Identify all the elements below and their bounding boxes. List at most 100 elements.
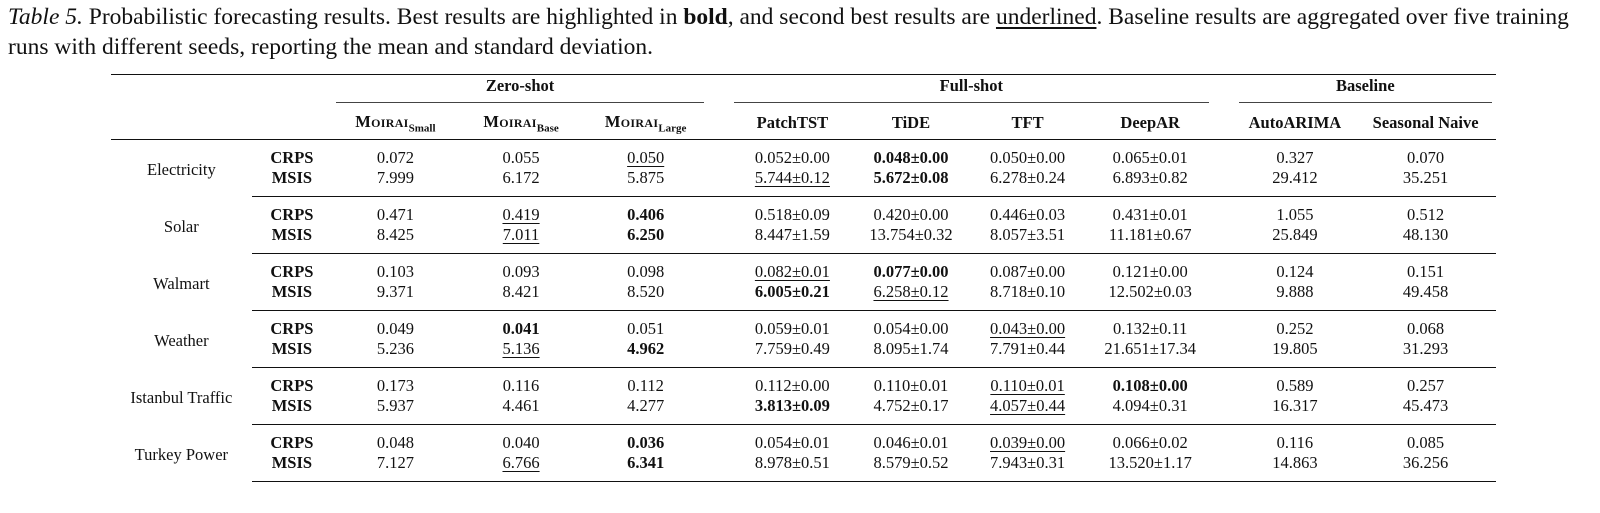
table-cell: 0.132±0.11 <box>1112 318 1188 338</box>
col-header-moirai-small: MoiraiSmall <box>332 107 459 140</box>
table-cell: 0.055 <box>502 147 540 167</box>
metric-label: CRPS <box>270 318 314 338</box>
table-cell: 5.236 <box>332 338 459 368</box>
table-cell: 9.888 <box>1234 281 1356 311</box>
metric-label: MSIS <box>251 452 333 482</box>
table-row: Turkey Power CRPS 0.048 0.040 0.036 0.05… <box>111 424 1496 464</box>
table-cell: 4.094±0.31 <box>1087 395 1213 425</box>
col-header-moirai-large: MoiraiLarge <box>583 107 708 140</box>
table-cell: 4.057±0.44 <box>990 395 1066 415</box>
table-row: Solar CRPS 0.471 0.419 0.406 0.518±0.09 … <box>111 196 1496 236</box>
table-cell: 25.849 <box>1234 224 1356 254</box>
table-cell: 0.059±0.01 <box>754 318 830 338</box>
table-cell: 1.055 <box>1276 204 1314 224</box>
dataset-label: Solar <box>163 216 199 236</box>
table-caption: Table 5. Probabilistic forecasting resul… <box>8 2 1598 62</box>
table-cell: 0.518±0.09 <box>754 204 830 224</box>
table-cell: 8.579±0.52 <box>854 452 968 482</box>
table-cell: 0.121±0.00 <box>1112 261 1188 281</box>
table-cell: 0.054±0.00 <box>873 318 949 338</box>
table-cell: 7.943±0.31 <box>967 452 1088 482</box>
table-cell: 0.050±0.00 <box>990 147 1066 167</box>
table-cell: 0.173 <box>376 375 414 395</box>
table-cell: 3.813±0.09 <box>730 395 855 425</box>
table-cell: 5.937 <box>332 395 459 425</box>
table-cell: 0.431±0.01 <box>1112 204 1188 224</box>
table-cell: 0.589 <box>1276 375 1314 395</box>
group-header-zero-shot: Zero-shot <box>332 75 708 107</box>
table-row: MSIS 5.937 4.461 4.277 3.813±0.09 4.752±… <box>111 395 1496 425</box>
table-cell: 5.672±0.08 <box>854 167 968 197</box>
table-cell: 0.082±0.01 <box>754 261 830 281</box>
table-row: MSIS 8.425 7.011 6.250 8.447±1.59 13.754… <box>111 224 1496 254</box>
table-cell: 31.293 <box>1355 338 1496 368</box>
caption-label: Table 5. <box>8 4 83 30</box>
column-header-row: MoiraiSmall MoiraiBase MoiraiLarge Patch… <box>111 107 1496 140</box>
table-cell: 29.412 <box>1234 167 1356 197</box>
table-cell: 35.251 <box>1355 167 1496 197</box>
table-row: MSIS 7.999 6.172 5.875 5.744±0.12 5.672±… <box>111 167 1496 197</box>
col-header-tft: TFT <box>967 107 1088 140</box>
metric-label: CRPS <box>270 204 314 224</box>
table-cell: 0.072 <box>376 147 414 167</box>
table-cell: 0.041 <box>502 318 540 338</box>
table-cell: 0.419 <box>502 204 540 224</box>
table-cell: 0.112 <box>627 375 664 395</box>
table-cell: 0.406 <box>627 204 665 224</box>
table-cell: 8.718±0.10 <box>967 281 1088 311</box>
col-header-deepar: DeepAR <box>1087 107 1213 140</box>
table-cell: 14.863 <box>1234 452 1356 482</box>
table-cell: 0.066±0.02 <box>1112 432 1188 452</box>
table-row: MSIS 7.127 6.766 6.341 8.978±0.51 8.579±… <box>111 452 1496 482</box>
table-cell: 7.999 <box>332 167 459 197</box>
group-header-full-shot: Full-shot <box>730 75 1212 107</box>
table-cell: 6.250 <box>583 224 708 254</box>
table-row: MSIS 5.236 5.136 4.962 7.759±0.49 8.095±… <box>111 338 1496 368</box>
col-header-tide: TiDE <box>854 107 968 140</box>
table-cell: 0.112±0.00 <box>755 375 830 395</box>
results-table: Zero-shot Full-shot Baseline MoiraiSmall… <box>111 74 1496 482</box>
metric-label: MSIS <box>251 167 333 197</box>
table-cell: 0.068 <box>1407 318 1445 338</box>
group-header-row: Zero-shot Full-shot Baseline <box>111 75 1496 107</box>
table-cell: 4.277 <box>583 395 708 425</box>
metric-label: CRPS <box>270 375 314 395</box>
table-cell: 13.520±1.17 <box>1087 452 1213 482</box>
table-cell: 9.371 <box>332 281 459 311</box>
table-cell: 16.317 <box>1234 395 1356 425</box>
table-cell: 5.744±0.12 <box>754 167 830 187</box>
table-cell: 8.095±1.74 <box>854 338 968 368</box>
table-cell: 0.048±0.00 <box>873 147 949 167</box>
table-cell: 0.052±0.00 <box>754 147 830 167</box>
table-cell: 5.875 <box>583 167 708 197</box>
table-cell: 0.420±0.00 <box>873 204 949 224</box>
table-cell: 0.446±0.03 <box>990 204 1066 224</box>
group-header-baseline: Baseline <box>1235 75 1496 107</box>
table-cell: 49.458 <box>1355 281 1496 311</box>
dataset-label: Turkey Power <box>134 444 229 464</box>
table-cell: 7.759±0.49 <box>730 338 855 368</box>
table-cell: 0.049 <box>376 318 414 338</box>
table-cell: 0.046±0.01 <box>873 432 949 452</box>
table-cell: 13.754±0.32 <box>854 224 968 254</box>
table-cell: 0.151 <box>1407 261 1445 281</box>
metric-label: CRPS <box>270 432 314 452</box>
caption-text: Probabilistic forecasting results. Best … <box>82 4 684 30</box>
caption-text: , and second best results are <box>727 4 996 30</box>
metric-label: MSIS <box>251 281 333 311</box>
col-header-autoarima: AutoARIMA <box>1234 107 1356 140</box>
table-cell: 0.070 <box>1407 147 1445 167</box>
table-cell: 0.252 <box>1276 318 1314 338</box>
table-cell: 0.048 <box>376 432 414 452</box>
table-cell: 7.791±0.44 <box>967 338 1088 368</box>
table-cell: 45.473 <box>1355 395 1496 425</box>
table-cell: 0.512 <box>1407 204 1445 224</box>
table-cell: 4.752±0.17 <box>854 395 968 425</box>
table-cell: 0.093 <box>502 261 540 281</box>
table-cell: 6.893±0.82 <box>1087 167 1213 197</box>
table-cell: 5.136 <box>502 338 540 358</box>
table-cell: 0.471 <box>376 204 414 224</box>
col-header-patchtst: PatchTST <box>730 107 855 140</box>
table-cell: 0.040 <box>502 432 540 452</box>
table-cell: 4.461 <box>458 395 584 425</box>
